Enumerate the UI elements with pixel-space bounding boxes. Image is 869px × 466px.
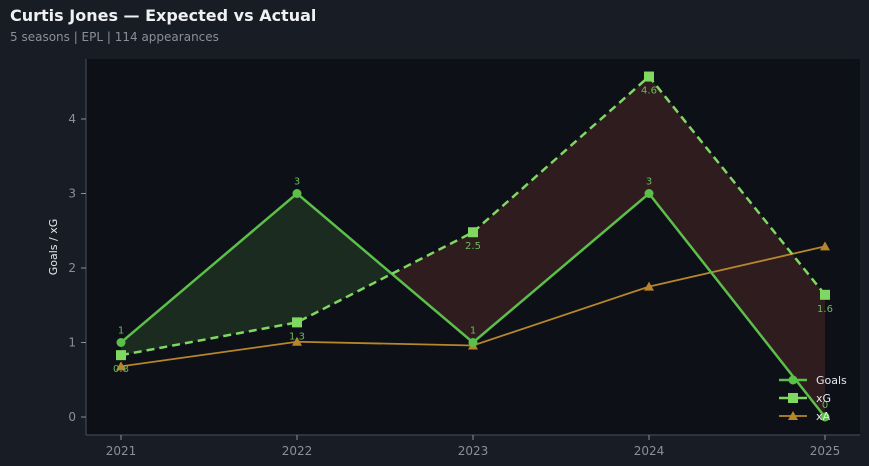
xg-data-label: 0.8 <box>113 364 129 375</box>
x-tick-label: 2022 <box>282 444 313 458</box>
xg-data-label: 2.5 <box>465 241 481 252</box>
goals-circle-marker <box>468 338 478 347</box>
fill-region <box>297 193 392 323</box>
xa-triangle-marker <box>116 361 126 371</box>
xg-square-marker <box>116 350 126 361</box>
goals-circle-marker <box>644 189 654 198</box>
y-tick-label: 1 <box>68 336 76 350</box>
xg-square-marker <box>644 71 654 82</box>
xa-triangle-marker <box>820 241 830 251</box>
y-tick-label: 2 <box>68 261 76 275</box>
x-axis-ticks: 2021 2022 2023 2024 2025 <box>106 435 841 458</box>
fill-region <box>473 76 649 343</box>
xa-triangle-marker <box>644 281 654 291</box>
legend: Goals xG xA <box>779 374 847 423</box>
series-markers <box>116 71 830 422</box>
legend-label: Goals <box>816 374 847 387</box>
legend-label: xA <box>816 410 831 423</box>
xg-line <box>120 74 826 357</box>
xg-data-label: 4.6 <box>641 86 657 97</box>
performance-fills <box>121 76 825 417</box>
goals-data-label: 0 <box>822 400 828 411</box>
goals-circle-marker <box>820 412 830 422</box>
x-tick-label: 2021 <box>106 444 137 458</box>
goals-data-label: 3 <box>294 177 300 188</box>
goals-data-label: 1 <box>118 326 124 337</box>
legend-xg-marker <box>788 393 798 403</box>
xg-square-marker <box>292 317 302 328</box>
y-axis-ticks: 0 1 2 3 4 <box>68 112 86 424</box>
goals-data-label: 1 <box>470 326 476 337</box>
xg-square-marker <box>468 227 478 238</box>
y-tick-label: 0 <box>68 410 76 424</box>
goals-circle-marker <box>116 338 126 347</box>
chart-title: Curtis Jones — Expected vs Actual <box>10 6 317 25</box>
xg-square-marker <box>820 289 830 300</box>
fill-region <box>649 76 825 417</box>
data-labels: 1 3 1 3 0 0.8 1.3 2.5 4.6 1.6 <box>113 86 833 411</box>
legend-label: xG <box>816 392 831 405</box>
fill-region <box>121 193 297 356</box>
y-tick-label: 4 <box>68 112 76 126</box>
xa-triangle-marker <box>292 336 302 346</box>
legend-xa-marker <box>788 411 798 420</box>
x-tick-label: 2023 <box>458 444 489 458</box>
fill-region <box>391 232 473 343</box>
goals-data-label: 3 <box>646 177 652 188</box>
goals-circle-marker <box>292 189 302 198</box>
y-axis-label: Goals / xG <box>47 219 60 276</box>
legend-goals-marker <box>788 375 798 385</box>
y-tick-label: 3 <box>68 187 76 201</box>
xg-data-label: 1.6 <box>817 304 833 315</box>
x-tick-label: 2025 <box>810 444 841 458</box>
x-tick-label: 2024 <box>634 444 665 458</box>
xg-data-label: 1.3 <box>289 331 305 342</box>
chart-subtitle: 5 seasons | EPL | 114 appearances <box>10 30 219 44</box>
